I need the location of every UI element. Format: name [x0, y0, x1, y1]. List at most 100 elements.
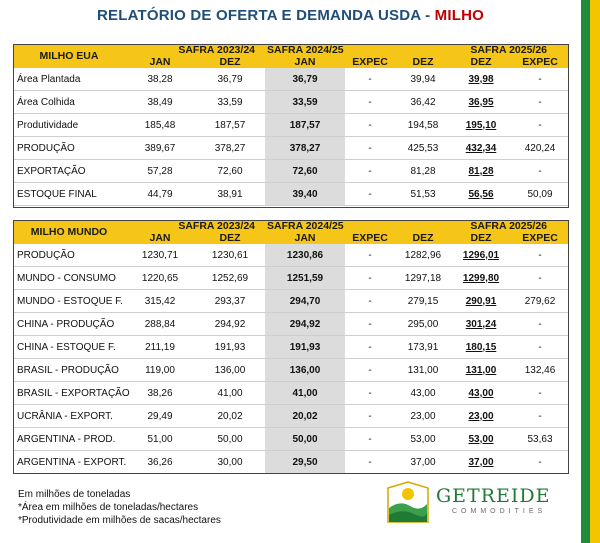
column-header: DEZ [195, 232, 265, 244]
table-row: CHINA - PRODUÇÃO 288,84 294,92 294,92-295,0… [13, 312, 570, 336]
column-header: JAN [125, 56, 195, 68]
table-cell: 132,46 [511, 358, 570, 382]
table-cell: 39,98 [451, 68, 511, 91]
table-cell: 1220,65 [125, 266, 195, 290]
table-cell: 41,00 [195, 381, 265, 405]
table-row: EXPORTAÇÃO 57,28 72,60 72,60-81,28 81,28- [13, 159, 570, 183]
table-cell: 36,95 [451, 90, 511, 114]
table-cell: 191,93 [195, 335, 265, 359]
table-cell: 211,19 [125, 335, 195, 359]
cell-value: 1299,80 [462, 272, 500, 284]
table-row: ARGENTINA - EXPORT. 36,26 30,00 29,50-37,00… [13, 450, 570, 474]
table-cell: 43,00 [395, 381, 451, 405]
cell-value: 23,00 [468, 410, 494, 422]
table-cell: 294,70 [265, 289, 345, 313]
table-cell: 1252,69 [195, 266, 265, 290]
table-cell: 119,00 [125, 358, 195, 382]
footnote: *Área em milhões de toneladas/hectares [18, 502, 199, 513]
table-cell: 1230,86 [265, 244, 345, 267]
table-cell: - [511, 335, 570, 359]
column-header: JAN [125, 232, 195, 244]
column-header: DEZ [195, 56, 265, 68]
cell-value: 301,24 [465, 318, 497, 330]
table-cell: 72,60 [195, 159, 265, 183]
table-cell: 33,59 [195, 90, 265, 114]
cell-value: 180,15 [465, 341, 497, 353]
table-cell: 38,91 [195, 182, 265, 206]
cell-value: 43,00 [468, 387, 494, 399]
table-cell: 81,28 [451, 159, 511, 183]
table-cell: 1296,01 [451, 244, 511, 267]
table-row: Área Plantada 38,28 36,79 36,79-39,94 39,98- [13, 68, 570, 91]
table-cell: 420,24 [511, 136, 570, 160]
table-cell: - [511, 68, 570, 91]
cell-value: 290,91 [465, 295, 497, 307]
table-row-label: MILHO EUA [13, 44, 125, 68]
table-cell: 432,34 [451, 136, 511, 160]
table-cell: 37,00 [451, 450, 511, 474]
row-label: ARGENTINA - PROD. [13, 427, 125, 451]
cell-value: 39,98 [468, 73, 494, 85]
table-cell: - [345, 68, 395, 91]
getreide-logo-icon [387, 481, 429, 523]
table-cell: - [511, 90, 570, 114]
table-cell: 389,67 [125, 136, 195, 160]
column-header: JAN [265, 56, 345, 68]
table-cell: 20,02 [265, 404, 345, 428]
table-cell: 33,59 [265, 90, 345, 114]
table-cell: 53,00 [451, 427, 511, 451]
table-cell: 50,09 [511, 182, 570, 206]
row-label: PRODUÇÃO [13, 136, 125, 160]
table-cell: 36,79 [265, 68, 345, 91]
row-label: Área Colhida [13, 90, 125, 114]
table-cell: - [345, 335, 395, 359]
season-header: SAFRA 2025/26 [395, 44, 570, 56]
table-cell: 294,92 [265, 312, 345, 336]
table-cell: 72,60 [265, 159, 345, 183]
table-milho-mundo: MILHO MUNDO SAFRA 2023/24 SAFRA 2024/25 … [13, 220, 570, 474]
cell-value: 56,56 [468, 188, 494, 200]
column-header: DEZ [395, 56, 451, 68]
cell-value: 432,34 [465, 142, 497, 154]
brand-stripe-yellow [590, 0, 600, 543]
table-row: CHINA - ESTOQUE F. 211,19 191,93 191,93-173… [13, 335, 570, 359]
table-cell: 191,93 [265, 335, 345, 359]
table-cell: 37,00 [395, 450, 451, 474]
table-cell: - [511, 450, 570, 474]
table-cell: 279,62 [511, 289, 570, 313]
table-cell: 38,26 [125, 381, 195, 405]
logo-name: GETREIDE [436, 485, 551, 507]
table-cell: - [511, 404, 570, 428]
table-cell: - [511, 244, 570, 267]
table-cell: - [345, 159, 395, 183]
table-cell: 378,27 [265, 136, 345, 160]
table-cell: 56,56 [451, 182, 511, 206]
table-cell: 131,00 [395, 358, 451, 382]
table-cell: - [345, 312, 395, 336]
table-cell: 36,26 [125, 450, 195, 474]
row-label: Produtividade [13, 113, 125, 137]
brand-stripe-green [581, 0, 590, 543]
row-label: Área Plantada [13, 68, 125, 91]
row-label: BRASIL - PRODUÇÃO [13, 358, 125, 382]
table-cell: 30,00 [195, 450, 265, 474]
title-dash: - [420, 7, 435, 24]
table-cell: 23,00 [395, 404, 451, 428]
table-cell: - [345, 113, 395, 137]
table-cell: 136,00 [195, 358, 265, 382]
table-cell: - [345, 404, 395, 428]
table-cell: - [345, 358, 395, 382]
table-cell: 1299,80 [451, 266, 511, 290]
table-cell: 29,50 [265, 450, 345, 474]
column-header: DEZ [451, 232, 511, 244]
table-cell: - [345, 244, 395, 267]
table-cell: 43,00 [451, 381, 511, 405]
table-row: UCRÂNIA - EXPORT. 29,49 20,02 20,02-23,00 23… [13, 404, 570, 428]
table-body: Área Plantada 38,28 36,79 36,79-39,94 39,98-… [13, 68, 570, 206]
row-label: MUNDO - CONSUMO [13, 266, 125, 290]
table-cell: 36,79 [195, 68, 265, 91]
title-highlight: MILHO [434, 7, 484, 24]
table-cell: 23,00 [451, 404, 511, 428]
row-label: PRODUÇÃO [13, 244, 125, 267]
table-cell: 50,00 [265, 427, 345, 451]
